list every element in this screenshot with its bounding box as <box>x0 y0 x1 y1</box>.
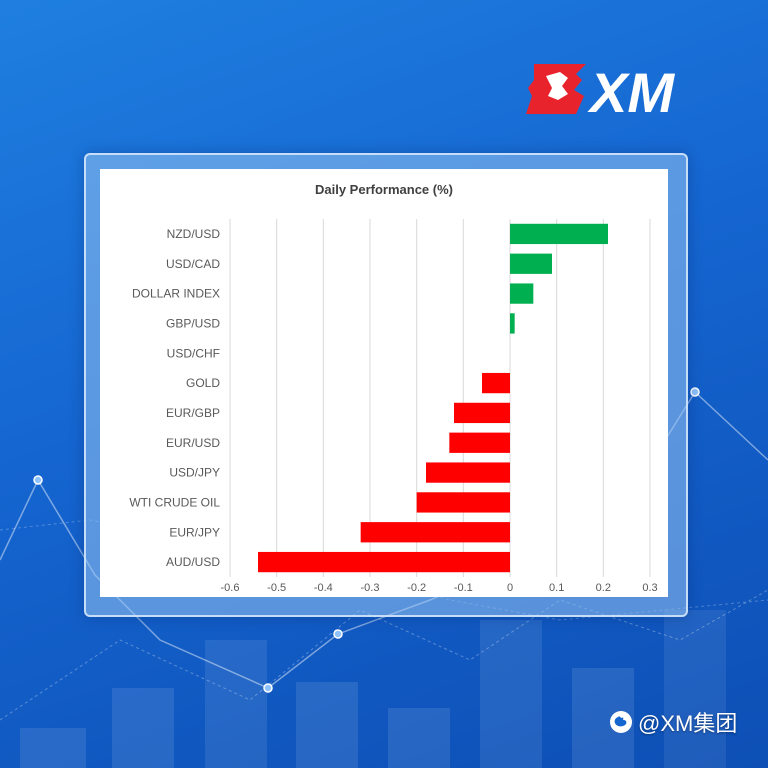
category-label: AUD/USD <box>166 555 220 569</box>
weibo-icon <box>610 711 632 733</box>
x-tick-label: 0.3 <box>642 582 657 594</box>
category-label: WTI CRUDE OIL <box>129 495 220 509</box>
bar-chart: Daily Performance (%) -0.6 -0.5 -0.4 -0.3 -0… <box>129 182 657 594</box>
watermark: @XM集团 <box>609 708 737 736</box>
bar <box>482 372 510 394</box>
bar <box>510 223 608 245</box>
x-tick-label: -0.5 <box>267 582 286 594</box>
xm-logo: XM <box>526 61 675 118</box>
category-label: DOLLAR INDEX <box>132 287 220 301</box>
x-tick-label: -0.2 <box>407 582 426 594</box>
category-label: EUR/USD <box>166 436 220 450</box>
category-label: NZD/USD <box>167 227 221 241</box>
bar <box>510 283 534 304</box>
bar <box>510 253 552 274</box>
category-label: USD/CAD <box>166 257 220 271</box>
bar <box>258 551 510 573</box>
x-tick-label: 0.1 <box>549 582 564 594</box>
x-tick-label: 0 <box>507 582 513 594</box>
logo-text: XM <box>587 61 675 118</box>
x-tick-label: -0.3 <box>361 582 380 594</box>
category-label: EUR/JPY <box>169 525 220 539</box>
category-label: USD/CHF <box>167 346 220 360</box>
watermark-text: @XM集团 <box>638 711 738 736</box>
bar <box>449 432 510 453</box>
category-label: GBP/USD <box>166 316 220 330</box>
x-tick-label: -0.6 <box>221 582 240 594</box>
bar <box>360 522 510 543</box>
x-tick-label: 0.2 <box>596 582 611 594</box>
bar <box>426 462 510 483</box>
x-tick-label: -0.1 <box>454 582 473 594</box>
chart-title: Daily Performance (%) <box>315 182 453 197</box>
chart-card: Daily Performance (%) -0.6 -0.5 -0.4 -0.3 -0… <box>84 153 688 617</box>
category-label: EUR/GBP <box>166 406 220 420</box>
bar <box>416 492 510 513</box>
bar <box>510 313 515 334</box>
chart-area: Daily Performance (%) -0.6 -0.5 -0.4 -0.3 -0… <box>100 169 668 597</box>
x-tick-label: -0.4 <box>314 582 333 594</box>
bar <box>454 402 510 424</box>
category-label: USD/JPY <box>169 466 220 480</box>
category-label: GOLD <box>186 376 220 390</box>
